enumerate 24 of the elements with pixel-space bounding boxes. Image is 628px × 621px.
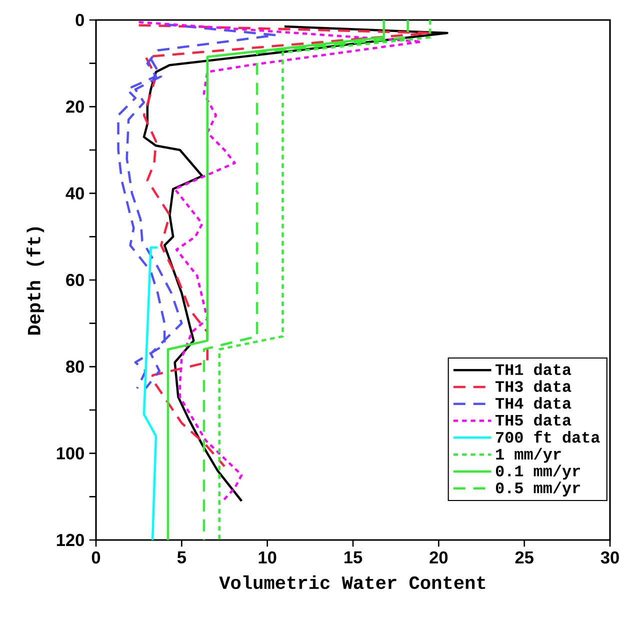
y-axis-title: Depth (ft): [26, 227, 44, 335]
x-tick-label: 30: [600, 551, 619, 564]
y-tick-label: 40: [66, 187, 84, 200]
legend-label: 1 mm/yr: [496, 448, 561, 463]
y-tick-label: 0: [76, 14, 84, 26]
y-tick-label: 100: [56, 447, 84, 460]
x-tick-label: 25: [515, 551, 534, 564]
legend-label: 0.1 mm/yr: [496, 464, 580, 480]
legend-label: 0.5 mm/yr: [496, 482, 580, 496]
y-tick-label: 60: [66, 274, 84, 286]
legend-label: TH3 data: [496, 380, 572, 392]
y-tick-label: 20: [66, 100, 84, 113]
x-axis-title: Volumetric Water Content: [219, 575, 486, 590]
legend-label: 700 ft data: [496, 430, 600, 443]
x-tick-label: 5: [177, 551, 186, 564]
legend-label: TH1 data: [496, 363, 572, 376]
x-tick-label: 20: [430, 551, 448, 564]
x-tick-label: 0: [92, 551, 100, 564]
legend-label: TH4 data: [496, 397, 572, 409]
x-tick-label: 15: [344, 551, 362, 564]
y-tick-label: 80: [66, 360, 84, 373]
legend-label: TH5 data: [496, 414, 572, 426]
x-tick-label: 10: [258, 551, 276, 564]
y-tick-label: 120: [56, 534, 84, 546]
